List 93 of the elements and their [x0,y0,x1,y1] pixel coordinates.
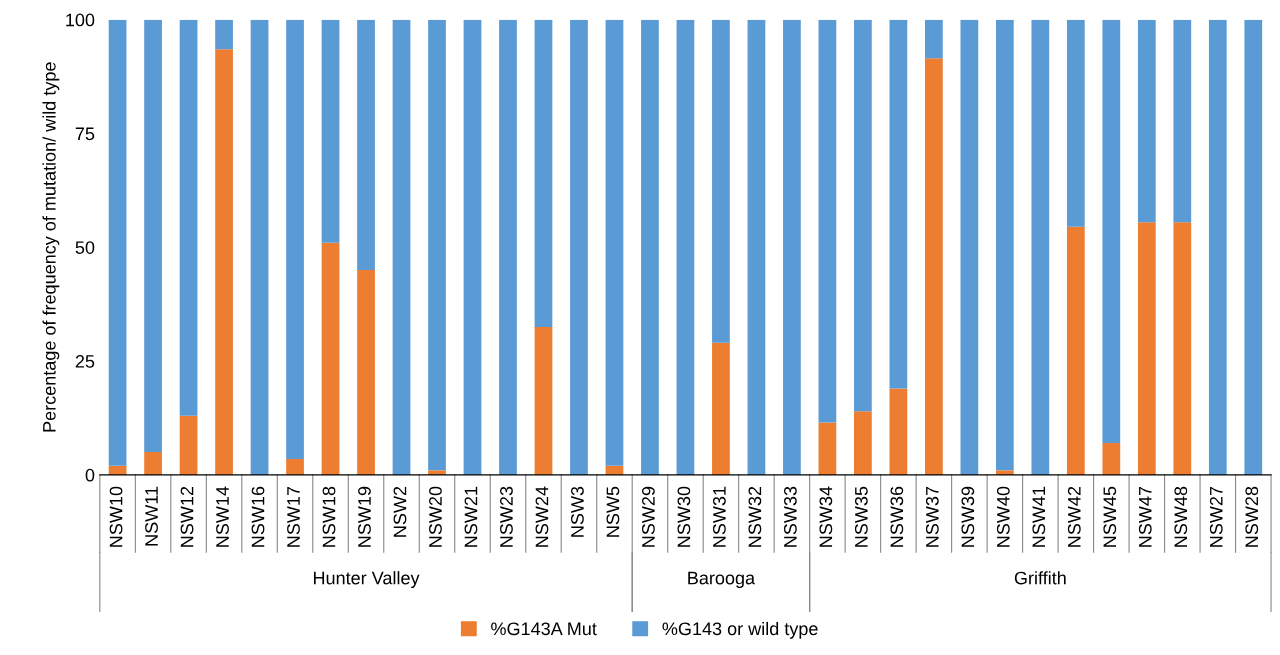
x-tick-label: NSW39 [961,486,975,547]
bar [676,19,695,475]
bar [357,270,375,475]
bar [321,242,340,475]
legend-label: %G143 or wild type [662,621,818,639]
bar [144,452,162,475]
bar [179,19,198,416]
bar [889,388,908,475]
bar [321,19,340,243]
x-tick-label: NSW17 [287,486,300,547]
bar [1102,19,1121,444]
x-tick-label: NSW28 [1245,486,1259,547]
y-tick-label: 50 [75,241,95,254]
bar [428,19,446,471]
bar [1066,19,1085,227]
x-tick-label: NSW24 [535,486,549,547]
bar [534,19,553,327]
bar [818,19,837,423]
bar [1066,226,1085,475]
text: Griffith [1014,571,1066,585]
x-tick-label: NSW45 [1103,486,1117,547]
bar [499,19,517,475]
x-tick-label: NSW31 [712,486,726,547]
x-tick-label: NSW33 [783,486,797,547]
x-tick-label: NSW41 [1032,486,1046,547]
x-tick-label: NSW2 [393,486,407,537]
x-tick-label: NSW40 [996,486,1010,547]
bar [925,58,943,475]
bar [250,19,269,475]
bar [641,19,659,475]
x-tick-label: NSW3 [571,486,584,537]
bar [818,422,837,475]
bar [783,19,801,475]
x-tick-label: NSW16 [251,486,265,547]
x-tick-label: NSW11 [145,486,158,546]
bar [747,19,766,475]
x-tick-label: NSW18 [322,486,336,547]
x-tick-label: NSW42 [1067,486,1081,547]
x-tick-label: NSW37 [925,486,939,547]
bar [712,342,730,475]
y-tick-label: 25 [75,355,95,368]
bar [925,19,943,59]
x-tick-label: NSW34 [819,486,833,547]
bar [1244,19,1263,475]
x-tick-label: NSW10 [109,486,123,547]
x-tick-label: NSW21 [464,486,478,547]
x-tick-label: NSW14 [216,486,229,547]
y-tick-label: 0 [85,468,95,482]
x-tick-label: NSW29 [642,486,655,547]
bar [1173,222,1192,475]
bar [1208,19,1227,475]
bar [995,19,1014,471]
y-tick-label: 75 [75,127,95,141]
text: Barooga [688,571,756,588]
x-tick-label: NSW12 [180,486,194,547]
bar [534,326,553,475]
x-tick-label: NSW36 [890,486,904,547]
x-tick-label: NSW27 [1209,486,1223,547]
bar [712,19,730,343]
bar [570,19,588,475]
bar [854,19,872,412]
bar [392,19,411,475]
x-tick-label: NSW20 [429,486,442,547]
bar [605,19,624,466]
bar [286,458,304,475]
y-axis-title: Percentage of frequency of mutation/ wild type [42,62,60,432]
x-tick-label: NSW5 [606,486,620,537]
bar [889,19,908,389]
bar [1173,19,1192,223]
bar [1137,19,1156,223]
x-tick-label: NSW35 [854,486,868,547]
x-tick-label: NSW19 [358,486,371,547]
bar [1102,443,1121,475]
x-tick-label: NSW32 [748,486,762,547]
bar [215,49,233,475]
bar [357,19,375,271]
bar [1137,222,1156,475]
bar [960,19,979,475]
bar [108,19,127,466]
x-tick-label: NSW23 [500,486,513,547]
text: Hunter Valley [313,571,420,588]
x-tick-label: NSW30 [677,486,691,547]
x-tick-label: NSW48 [1174,486,1188,547]
bar [854,411,872,475]
x-tick-label: NSW47 [1138,486,1152,547]
bar [286,19,304,459]
bar [179,415,198,475]
legend-label: %G143A Mut [491,622,597,636]
bar [215,19,233,50]
y-tick-label: 100 [66,13,95,27]
bar [144,19,162,453]
bar [463,19,482,475]
bar [1031,19,1050,475]
